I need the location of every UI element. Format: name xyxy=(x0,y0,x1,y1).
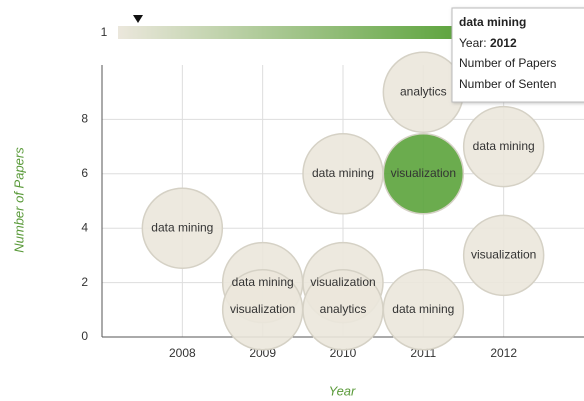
bubble xyxy=(462,214,545,297)
bubble-label: visualization xyxy=(230,302,295,316)
tooltip-box xyxy=(451,7,584,103)
y-tick-label: 6 xyxy=(81,166,88,180)
y-tick-label: 0 xyxy=(81,329,88,343)
bubble-label: data mining xyxy=(151,220,213,234)
bubble-label: analytics xyxy=(320,302,367,316)
bubble-label: visualization xyxy=(391,166,456,180)
tooltip-line: Number of Senten xyxy=(459,77,556,91)
tooltip-year-label: Year: xyxy=(459,36,487,50)
bubble-label: data mining xyxy=(473,139,535,153)
x-tick-label: 2008 xyxy=(169,346,196,360)
y-axis-title: Number of Papers xyxy=(11,147,26,253)
y-tick-label: 4 xyxy=(81,220,88,234)
bubble xyxy=(462,105,545,188)
x-axis-title: Year xyxy=(329,383,356,398)
y-tick-label: 2 xyxy=(81,275,88,289)
bubble xyxy=(382,133,465,215)
tooltip-line: Number of Papers xyxy=(459,56,556,70)
tooltip-year-value: 2012 xyxy=(490,36,517,50)
tooltip-title: data mining xyxy=(459,15,526,29)
y-tick-label: 8 xyxy=(81,112,88,126)
bubble-label: analytics xyxy=(400,84,447,98)
tooltip xyxy=(451,7,584,103)
bubble xyxy=(382,269,465,351)
color-scale-bar xyxy=(118,26,463,39)
bubble xyxy=(141,187,224,269)
tooltip-year: Year: 2012 xyxy=(459,36,517,50)
bubble-label: data mining xyxy=(392,302,454,316)
bubble-label: visualization xyxy=(471,248,536,262)
color-scale-marker xyxy=(133,15,143,23)
bubble-label: data mining xyxy=(312,166,374,180)
bubble-label: data mining xyxy=(232,275,294,289)
color-scale-min: 1 xyxy=(101,25,108,39)
bubble-label: visualization xyxy=(310,275,375,289)
x-tick-label: 2012 xyxy=(490,346,517,360)
